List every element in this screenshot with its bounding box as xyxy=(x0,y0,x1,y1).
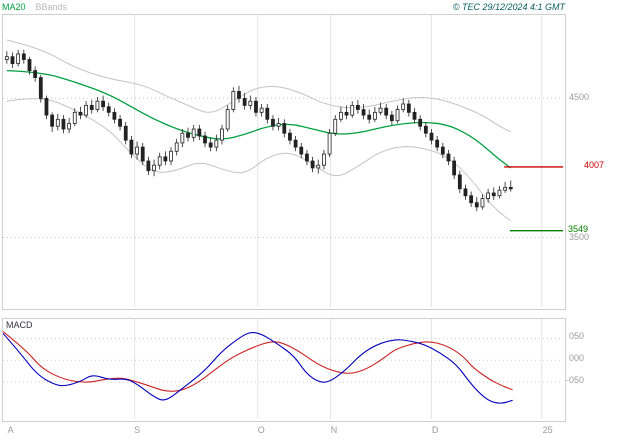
x-axis-label: N xyxy=(330,425,338,435)
price-chart-panel xyxy=(2,14,566,310)
x-axis-label: O xyxy=(257,425,265,435)
price-tick-4500: 4500 xyxy=(569,92,590,102)
support-level-label: 3549 xyxy=(568,224,589,234)
macd-indicator-panel xyxy=(2,318,566,422)
candlestick-chart-svg xyxy=(3,15,563,307)
ma20-legend-label: MA20 xyxy=(2,2,26,12)
macd-tick-000: 000 xyxy=(569,353,585,363)
resistance-level-label: 4007 xyxy=(584,160,605,170)
x-axis-label: A xyxy=(7,425,14,435)
chart-legend: MA20 BBands © TEC 29/12/2024 4:1 GMT xyxy=(2,1,565,13)
x-axis-label: S xyxy=(134,425,141,435)
macd-tick-minus050: -050 xyxy=(566,375,585,385)
macd-tick-plus050: 050 xyxy=(569,331,585,341)
macd-chart-svg xyxy=(3,319,563,419)
bbands-legend-label: BBands xyxy=(35,2,68,12)
copyright-text: © TEC 29/12/2024 4:1 GMT xyxy=(452,2,565,12)
x-axis-label: 25 xyxy=(542,425,553,435)
x-axis-label: D xyxy=(431,425,439,435)
macd-indicator-label: MACD xyxy=(6,320,33,330)
x-axis: A S O N D 25 xyxy=(2,425,564,439)
price-tick-3500: 3500 xyxy=(569,232,590,242)
